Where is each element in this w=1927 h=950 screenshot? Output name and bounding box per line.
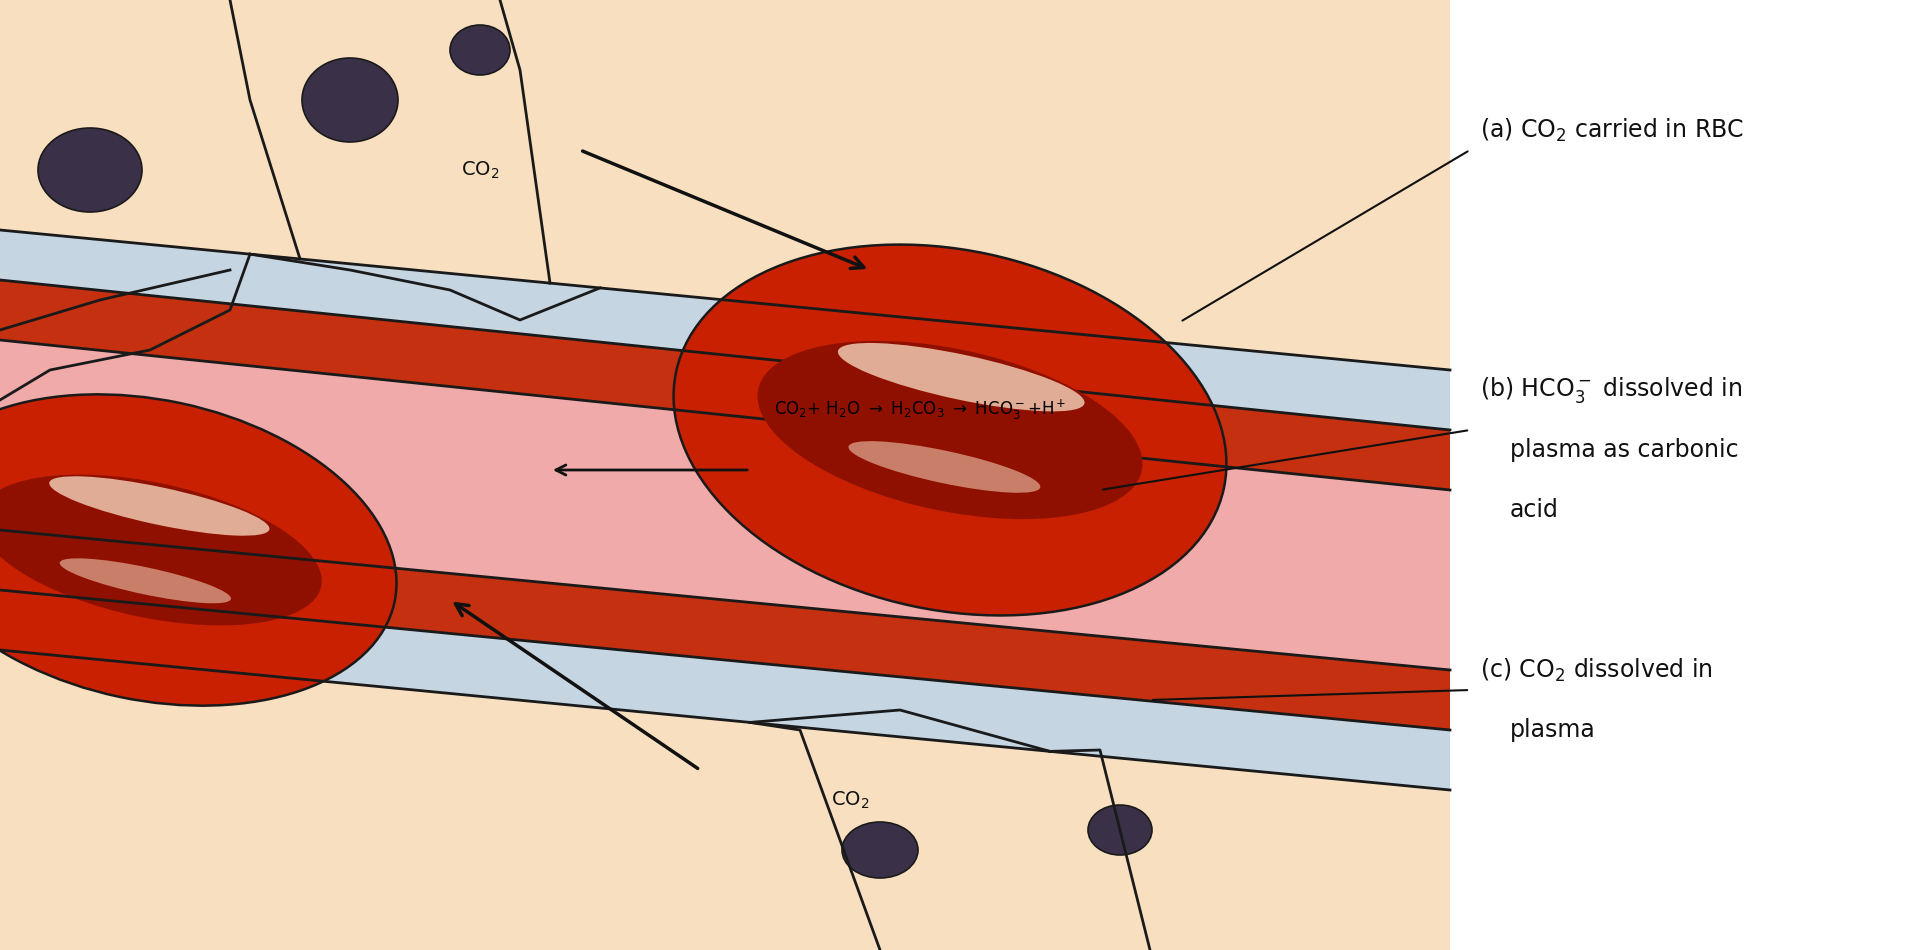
Polygon shape <box>0 530 1449 730</box>
Polygon shape <box>0 650 1449 950</box>
Polygon shape <box>0 590 1449 790</box>
Text: CO$_2$: CO$_2$ <box>461 160 499 180</box>
Ellipse shape <box>674 244 1226 616</box>
Ellipse shape <box>0 475 322 625</box>
Ellipse shape <box>39 128 143 212</box>
Polygon shape <box>0 230 1449 430</box>
Ellipse shape <box>60 559 231 603</box>
Polygon shape <box>0 0 1449 370</box>
Text: plasma as carbonic: plasma as carbonic <box>1511 438 1738 462</box>
Ellipse shape <box>838 343 1085 411</box>
Ellipse shape <box>757 341 1143 519</box>
Ellipse shape <box>50 476 270 536</box>
Text: CO$_2$+ H$_2$O $\rightarrow$ H$_2$CO$_3$ $\rightarrow$ HCO$_3^-$+H$^+$: CO$_2$+ H$_2$O $\rightarrow$ H$_2$CO$_3$… <box>775 398 1066 422</box>
Text: (b) HCO$_3^-$ dissolved in: (b) HCO$_3^-$ dissolved in <box>1480 375 1742 405</box>
Text: plasma: plasma <box>1511 718 1596 742</box>
Text: acid: acid <box>1511 498 1559 522</box>
Text: (a) CO$_2$ carried in RBC: (a) CO$_2$ carried in RBC <box>1480 117 1744 143</box>
Text: CO$_2$: CO$_2$ <box>831 789 869 810</box>
Ellipse shape <box>1089 805 1152 855</box>
Ellipse shape <box>842 822 917 878</box>
Polygon shape <box>0 340 1449 670</box>
Ellipse shape <box>303 58 399 142</box>
Ellipse shape <box>0 394 397 706</box>
Text: (c) CO$_2$ dissolved in: (c) CO$_2$ dissolved in <box>1480 656 1713 684</box>
Ellipse shape <box>451 25 511 75</box>
Ellipse shape <box>848 441 1041 493</box>
Polygon shape <box>0 280 1449 490</box>
